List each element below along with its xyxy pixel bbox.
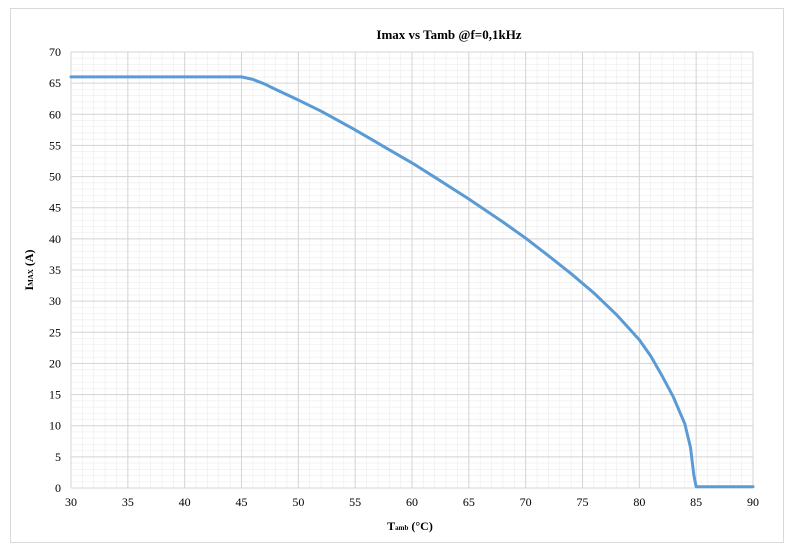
x-tick-label: 85	[690, 495, 702, 509]
x-tick-label: 65	[463, 495, 475, 509]
x-tick-label: 80	[633, 495, 645, 509]
y-tick-label: 35	[49, 263, 61, 277]
x-axis-label-unit: (°C)	[408, 519, 432, 533]
x-tick-label: 40	[179, 495, 191, 509]
y-axis-label-unit: (A)	[22, 249, 36, 269]
y-tick-label: 10	[49, 419, 61, 433]
y-tick-labels: 0 5 10 15 20 25 30 35 40 45 50 55 60 65 70	[49, 45, 61, 495]
y-tick-label: 20	[49, 356, 61, 370]
x-tick-label: 35	[122, 495, 134, 509]
y-tick-label: 55	[49, 138, 61, 152]
chart-title: Imax vs Tamb @f=0,1kHz	[376, 27, 521, 42]
y-tick-label: 5	[55, 450, 61, 464]
x-tick-label: 30	[65, 495, 77, 509]
y-tick-label: 60	[49, 107, 61, 121]
y-tick-label: 15	[49, 388, 61, 402]
y-tick-label: 45	[49, 201, 61, 215]
y-tick-label: 0	[55, 481, 61, 495]
y-tick-label: 70	[49, 45, 61, 59]
y-axis-label-main: I	[22, 286, 36, 291]
x-tick-label: 55	[349, 495, 361, 509]
x-axis-label-sub: amb	[395, 524, 408, 532]
y-axis-label: IMAX (A)	[22, 249, 36, 290]
y-tick-label: 65	[49, 76, 61, 90]
series-line	[69, 75, 755, 489]
x-tick-label: 70	[520, 495, 532, 509]
x-tick-label: 90	[747, 495, 759, 509]
major-gridlines	[70, 51, 754, 489]
series-lines	[69, 75, 755, 489]
y-tick-label: 30	[49, 294, 61, 308]
x-axis-label-main: T	[387, 519, 395, 533]
x-tick-label: 50	[292, 495, 304, 509]
x-tick-label: 75	[577, 495, 589, 509]
y-tick-label: 40	[49, 232, 61, 246]
y-tick-label: 25	[49, 325, 61, 339]
x-axis-label: Tamb (°C)	[387, 519, 433, 533]
x-tick-labels: 30 35 40 45 50 55 60 65 70 75 80 85 90	[65, 495, 759, 509]
y-tick-label: 50	[49, 170, 61, 184]
y-axis-label-sub: MAX	[27, 269, 35, 286]
x-tick-label: 60	[406, 495, 418, 509]
x-tick-label: 45	[236, 495, 248, 509]
